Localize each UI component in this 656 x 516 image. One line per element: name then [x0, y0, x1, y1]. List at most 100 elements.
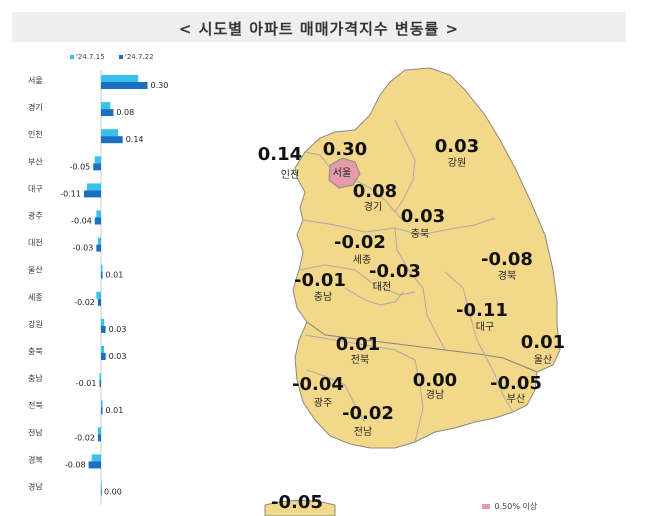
- region-name-sejong: 세종: [353, 254, 371, 266]
- category-label: 충북: [28, 347, 43, 356]
- bar-week2: [83, 190, 101, 198]
- legend-swatch-week2: [118, 55, 123, 59]
- region-name-gyeonggi: 경기: [364, 200, 382, 213]
- region-name-gangwon: 강원: [448, 157, 466, 169]
- bar-week1: [91, 454, 101, 462]
- data-label: 0.03: [109, 352, 127, 361]
- data-label: 0.30: [151, 81, 169, 90]
- legend-item-week2: '24.7.22: [118, 53, 154, 61]
- bar-week1: [101, 264, 103, 272]
- map-labels: 0.14인천0.30서울0.08경기0.03강원0.03충북-0.02세종-0.…: [258, 136, 565, 513]
- bar-week1: [99, 373, 101, 381]
- data-label: -0.02: [74, 433, 95, 442]
- bar-week1: [101, 400, 103, 408]
- bar-week1: [96, 291, 101, 299]
- bar-week1: [101, 481, 102, 489]
- region-name-gyeongnam: 경남: [426, 388, 444, 401]
- region-value-gyeongbuk: -0.08: [481, 249, 533, 270]
- region-name-chungbuk: 충북: [411, 228, 429, 240]
- region-name-chungnam: 충남: [314, 291, 332, 303]
- title-bar: < 시도별 아파트 매매가격지수 변동률 >: [12, 12, 626, 42]
- region-value-jeju: -0.05: [271, 492, 323, 513]
- region-borders: [298, 119, 514, 443]
- region-value-jeonbuk: 0.01: [336, 334, 380, 355]
- bar-week2: [88, 461, 101, 469]
- seoul-area: [328, 157, 361, 189]
- category-label: 대구: [28, 184, 43, 193]
- data-label: -0.02: [74, 298, 95, 307]
- korea-map: 0.14인천0.30서울0.08경기0.03강원0.03충북-0.02세종-0.…: [258, 67, 565, 516]
- legend-item-week1: '24.7.15: [70, 53, 105, 61]
- category-label: 광주: [28, 211, 43, 221]
- data-label: -0.08: [65, 460, 86, 469]
- category-label: 부산: [28, 156, 43, 166]
- bar-week1: [101, 102, 111, 110]
- region-name-jeonnam: 전남: [354, 426, 372, 438]
- bar-week1: [94, 156, 101, 164]
- region-value-jeonnam: -0.02: [342, 403, 394, 424]
- category-label: 전북: [28, 400, 43, 410]
- bar-week2: [93, 163, 101, 171]
- category-label: 울산: [28, 265, 43, 275]
- region-value-busan: -0.05: [490, 373, 542, 394]
- region-south: [294, 321, 538, 449]
- region-value-ulsan: 0.01: [521, 332, 565, 353]
- region-value-gyeonggi: 0.08: [353, 181, 397, 202]
- data-label: 0.08: [116, 108, 134, 117]
- region-name-daegu: 대구: [476, 321, 494, 333]
- category-label: 강원: [28, 319, 43, 329]
- bar-week2: [101, 271, 103, 279]
- region-value-gangwon: 0.03: [435, 136, 479, 157]
- region-name-incheon: 인천: [281, 169, 299, 181]
- bar-week2: [101, 488, 102, 496]
- map-legend-swatch: [482, 504, 490, 509]
- bar-week2: [101, 325, 106, 333]
- region-value-seoul: 0.30: [323, 139, 367, 160]
- bar-legend: '24.7.15 '24.7.22: [70, 53, 166, 61]
- bar-week2: [101, 407, 103, 415]
- bar-week2: [94, 217, 101, 225]
- bar-chart: 서울 0.30 경기 0.08 인천 0.14 부산 -0.05 대구 -0.11 광주 -0.04 대…: [28, 70, 169, 505]
- category-label: 인천: [28, 129, 43, 139]
- legend-label-week2: '24.7.22: [124, 53, 154, 61]
- category-label: 경기: [28, 102, 43, 112]
- bar-week2: [97, 434, 101, 442]
- data-label: 0.01: [106, 271, 124, 280]
- bar-week2: [101, 136, 123, 144]
- category-label: 서울: [28, 76, 43, 85]
- region-value-chungbuk: 0.03: [401, 206, 445, 227]
- chart-title: < 시도별 아파트 매매가격지수 변동률 >: [178, 20, 460, 38]
- bar-week2: [101, 353, 106, 360]
- region-value-daegu: -0.11: [456, 300, 508, 321]
- region-name-busan: 부산: [507, 393, 525, 405]
- region-name-daejeon: 대전: [373, 281, 391, 293]
- bar-week1: [96, 210, 101, 218]
- region-name-gwangju: 광주: [314, 397, 332, 409]
- data-label: 0.01: [106, 406, 124, 415]
- category-label: 경남: [28, 482, 43, 492]
- region-name-gyeongbuk: 경북: [498, 269, 516, 282]
- category-label: 전남: [28, 427, 43, 437]
- data-label: -0.03: [73, 244, 94, 253]
- bar-week2: [96, 244, 101, 252]
- bar-week2: [101, 82, 148, 89]
- data-label: -0.01: [76, 379, 97, 388]
- bar-week1: [101, 75, 139, 82]
- region-value-daejeon: -0.03: [369, 261, 421, 282]
- data-label: 0.03: [109, 325, 127, 334]
- legend-label-week1: '24.7.15: [76, 53, 105, 61]
- category-label: 경북: [28, 454, 43, 464]
- region-value-gyeongnam: 0.00: [413, 370, 457, 391]
- bar-week1: [87, 183, 101, 191]
- map-legend: 0.50% 이상: [482, 501, 537, 512]
- region-name-jeonbuk: 전북: [351, 354, 369, 366]
- data-label: -0.05: [70, 162, 91, 171]
- data-label: -0.11: [60, 189, 81, 198]
- region-value-incheon: 0.14: [258, 144, 302, 165]
- region-value-gwangju: -0.04: [292, 374, 344, 395]
- data-label: -0.04: [71, 217, 92, 226]
- bar-week1: [97, 237, 101, 245]
- category-label: 대전: [28, 238, 43, 248]
- jeju-island: [264, 500, 336, 516]
- region-value-sejong: -0.02: [334, 232, 386, 253]
